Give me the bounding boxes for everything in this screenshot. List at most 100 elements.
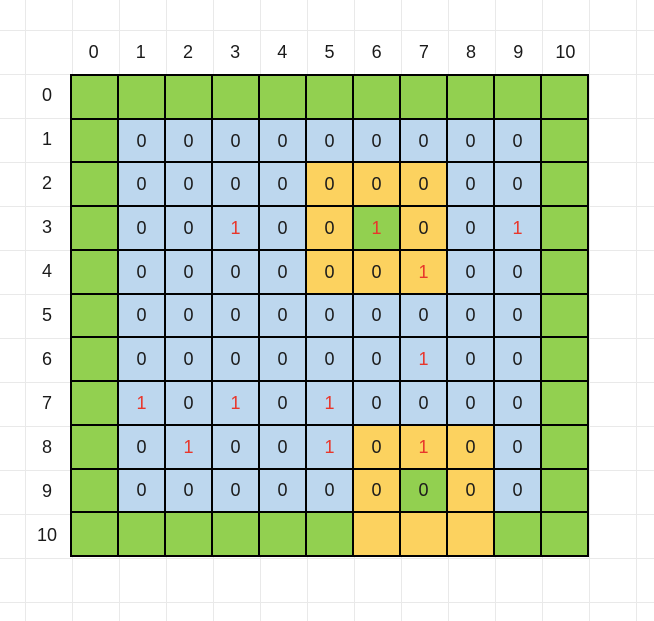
column-header[interactable]: 7 [418,41,429,62]
grid-cell[interactable] [494,75,541,119]
grid-cell[interactable]: 0 [259,118,306,163]
column-header[interactable]: 5 [324,41,335,62]
grid-cell[interactable] [71,249,118,294]
grid-cell[interactable]: 0 [400,206,447,250]
grid-cell[interactable]: 0 [259,337,306,382]
row-header[interactable]: 6 [41,348,52,369]
grid-cell[interactable]: 0 [212,424,259,469]
grid-cell[interactable]: 0 [447,424,494,469]
grid-cell[interactable]: 0 [353,118,400,163]
row-header[interactable]: 8 [41,436,52,457]
grid-cell[interactable]: 0 [353,468,400,513]
grid-cell[interactable]: 0 [400,118,447,163]
grid-cell[interactable]: 0 [353,249,400,294]
grid-cell[interactable]: 0 [259,249,306,294]
grid-cell[interactable]: 0 [353,293,400,338]
grid-cell[interactable] [541,512,588,556]
grid-cell[interactable]: 0 [118,293,165,338]
row-header[interactable]: 0 [41,85,52,106]
grid-cell[interactable] [71,118,118,163]
grid-cell[interactable]: 0 [306,162,353,207]
grid-cell[interactable]: 0 [306,249,353,294]
grid-cell[interactable]: 0 [447,337,494,382]
grid-cell[interactable]: 0 [447,249,494,294]
grid-cell[interactable]: 0 [165,206,212,250]
grid-cell[interactable]: 1 [400,424,447,469]
grid-cell[interactable]: 0 [212,162,259,207]
grid-cell[interactable] [541,206,588,250]
grid-cell[interactable] [212,75,259,119]
grid-cell[interactable] [71,337,118,382]
grid-cell[interactable]: 0 [353,337,400,382]
grid-cell[interactable]: 0 [353,162,400,207]
column-header[interactable]: 2 [182,41,193,62]
grid-cell[interactable]: 0 [165,249,212,294]
grid-cell[interactable]: 0 [494,424,541,469]
grid-cell[interactable] [541,162,588,207]
grid-cell[interactable]: 0 [494,249,541,294]
grid-cell[interactable] [71,424,118,469]
grid-cell[interactable] [541,118,588,163]
grid-cell[interactable]: 0 [494,381,541,425]
grid-cell[interactable]: 0 [259,206,306,250]
grid-cell[interactable] [306,75,353,119]
grid-cell[interactable]: 1 [353,206,400,250]
grid-cell[interactable] [400,75,447,119]
grid-cell[interactable]: 1 [400,337,447,382]
grid-cell[interactable] [306,512,353,556]
grid-cell[interactable]: 1 [212,381,259,425]
grid-cell[interactable]: 0 [165,162,212,207]
row-header[interactable]: 2 [41,173,52,194]
column-header[interactable]: 8 [466,41,477,62]
grid-cell[interactable]: 0 [400,381,447,425]
grid-cell[interactable]: 0 [494,118,541,163]
column-header[interactable]: 9 [513,41,524,62]
grid-cell[interactable] [259,75,306,119]
grid-cell[interactable]: 0 [118,249,165,294]
grid-cell[interactable] [165,512,212,556]
grid-cell[interactable] [71,75,118,119]
grid-cell[interactable]: 0 [212,337,259,382]
grid-cell[interactable]: 0 [165,381,212,425]
grid-cell[interactable]: 0 [494,337,541,382]
grid-cell[interactable]: 0 [306,206,353,250]
grid-cell[interactable]: 0 [165,468,212,513]
grid-cell[interactable] [71,206,118,250]
grid-cell[interactable]: 0 [212,468,259,513]
grid-cell[interactable] [541,293,588,338]
grid-cell[interactable]: 0 [118,206,165,250]
column-header[interactable]: 10 [555,41,576,62]
grid-cell[interactable] [541,424,588,469]
grid-cell[interactable] [353,512,400,556]
grid-cell[interactable] [71,468,118,513]
grid-cell[interactable]: 0 [447,162,494,207]
grid-cell[interactable]: 0 [400,293,447,338]
grid-cell[interactable] [71,381,118,425]
column-header[interactable]: 3 [230,41,241,62]
grid-cell[interactable]: 0 [494,468,541,513]
grid-cell[interactable]: 0 [400,162,447,207]
grid-cell[interactable] [259,512,306,556]
grid-cell[interactable]: 0 [447,118,494,163]
grid-cell[interactable] [541,381,588,425]
row-header[interactable]: 7 [41,392,52,413]
grid-cell[interactable]: 0 [306,118,353,163]
grid-cell[interactable] [165,75,212,119]
grid-cell[interactable] [353,75,400,119]
grid-cell[interactable]: 1 [494,206,541,250]
column-header[interactable]: 6 [371,41,382,62]
grid-cell[interactable]: 1 [306,424,353,469]
grid-cell[interactable]: 1 [165,424,212,469]
row-header[interactable]: 4 [41,261,52,282]
grid-cell[interactable]: 0 [212,293,259,338]
grid-cell[interactable] [541,75,588,119]
grid-cell[interactable] [447,512,494,556]
grid-cell[interactable]: 0 [306,337,353,382]
grid-cell[interactable] [494,512,541,556]
row-header[interactable]: 5 [41,304,52,325]
grid-cell[interactable]: 0 [165,337,212,382]
grid-cell[interactable] [541,249,588,294]
grid-cell[interactable]: 0 [353,381,400,425]
grid-cell[interactable]: 0 [494,293,541,338]
row-header[interactable]: 10 [36,524,58,545]
